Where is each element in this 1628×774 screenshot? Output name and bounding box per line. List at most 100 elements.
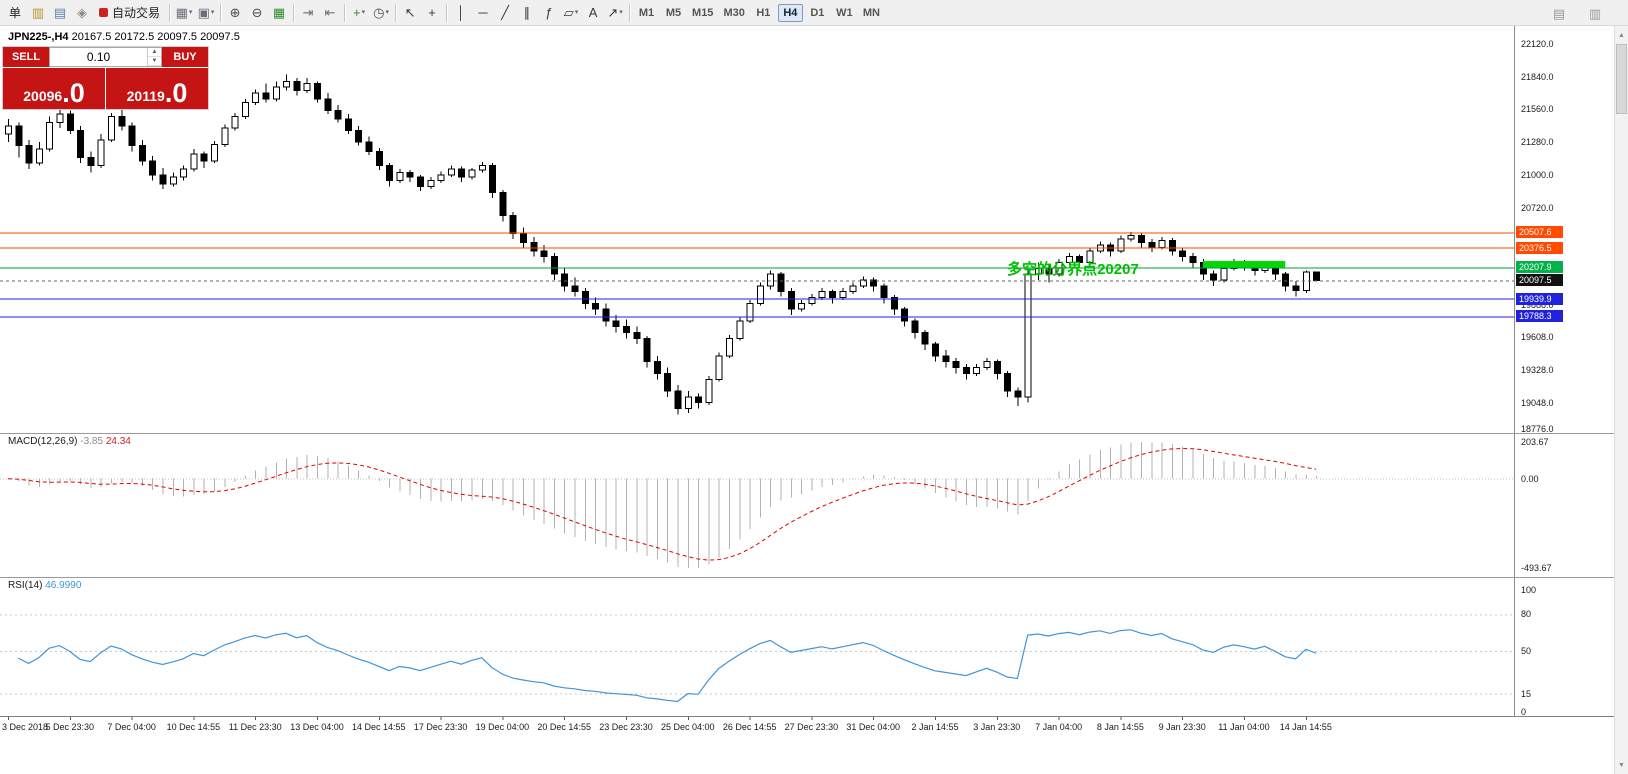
- rsi-panel-separator[interactable]: [0, 577, 1614, 578]
- candle-body: [767, 273, 775, 287]
- candle-body: [592, 302, 600, 310]
- tile-windows-icon[interactable]: ▦: [272, 5, 286, 20]
- time-label: 25 Dec 04:00: [661, 722, 715, 732]
- candle-body: [715, 355, 723, 380]
- candle-body: [643, 337, 651, 363]
- candle-body: [880, 285, 888, 298]
- candle-body: [1158, 239, 1166, 248]
- candle-body: [901, 308, 909, 322]
- toolbar-right-icons: ▤ ▥: [1548, 3, 1606, 23]
- macd-label: MACD(12,26,9) -3.85 24.34: [8, 436, 131, 447]
- candle-body: [674, 390, 682, 409]
- chart-window-icon[interactable]: ▤: [53, 5, 67, 20]
- periods-icon[interactable]: ◷ ▾: [373, 5, 389, 20]
- timeframe-m15[interactable]: M15: [692, 6, 714, 19]
- candle-body: [602, 308, 610, 322]
- price-tick: 22120.0: [1521, 39, 1554, 50]
- crosshair-icon[interactable]: +: [428, 5, 436, 20]
- macd-panel-separator[interactable]: [0, 433, 1614, 434]
- arrows-icon[interactable]: ↗ ▾: [607, 5, 623, 20]
- candle-body: [25, 145, 33, 164]
- profiles-icon[interactable]: ▣ ▾: [197, 5, 215, 20]
- spinner-up-icon[interactable]: ▲: [148, 48, 161, 57]
- vertical-line-icon[interactable]: │: [456, 5, 466, 20]
- candle-body: [839, 291, 847, 298]
- toolbar-items: 单 ▥ ▤ ◈ 自动交易 ▦ ▾ ▣ ▾ ⊕ ⊖ ▦ ⇥ ⇤ + ▾ ◷ ▾ ↖ + │ ─ ╱ ∥ ƒ ▱ ▾ A ↗ ▾: [3, 3, 633, 23]
- price-tick: 19328.0: [1521, 365, 1554, 376]
- trendline-icon[interactable]: ╱: [501, 5, 509, 20]
- zoom-out-icon[interactable]: ⊖: [251, 5, 263, 20]
- timeframe-h4[interactable]: H4: [777, 3, 803, 22]
- timeframe-m5[interactable]: M5: [665, 6, 682, 19]
- candle-body: [1220, 267, 1228, 281]
- scroll-down-icon[interactable]: ▼: [1618, 761, 1625, 769]
- current-price-tag: 20097.5: [1516, 274, 1563, 287]
- buy-price[interactable]: 20119.0: [106, 68, 208, 109]
- candle-body: [633, 332, 641, 339]
- price-tick: 19048.0: [1521, 397, 1554, 408]
- candle-body: [180, 168, 188, 178]
- timeframe-m30[interactable]: M30: [723, 6, 745, 19]
- volume-stepper[interactable]: ▲ ▼: [49, 47, 162, 67]
- sell-button[interactable]: SELL: [3, 47, 49, 67]
- channel-icon[interactable]: ∥: [523, 5, 531, 20]
- timeframe-w1[interactable]: W1: [836, 6, 853, 19]
- timeframe-mn[interactable]: MN: [862, 6, 880, 19]
- new-chart-icon[interactable]: ▦ ▾: [175, 5, 193, 20]
- auto-scroll-icon[interactable]: ⇥: [302, 5, 314, 20]
- timeframe-h1[interactable]: H1: [756, 6, 771, 19]
- vertical-scrollbar[interactable]: ▲ ▼: [1614, 26, 1628, 774]
- indicators-icon[interactable]: + ▾: [352, 5, 366, 20]
- rsi-tick: 100: [1521, 585, 1537, 595]
- sound-icon[interactable]: ◈: [77, 5, 88, 20]
- sell-price-main: 20096: [23, 88, 63, 104]
- chart-shift-icon[interactable]: ⇤: [324, 5, 336, 20]
- fibonacci-icon[interactable]: ƒ: [545, 5, 553, 20]
- candle-body: [324, 98, 332, 112]
- window-list-icon[interactable]: ▥: [1588, 5, 1602, 21]
- volume-spinner[interactable]: ▲ ▼: [147, 48, 161, 66]
- caret-down-icon: ▾: [210, 9, 215, 16]
- volume-input[interactable]: [50, 48, 147, 66]
- autotrade-button[interactable]: 自动交易: [93, 3, 166, 23]
- spinner-down-icon[interactable]: ▼: [148, 57, 161, 66]
- rectangle-object[interactable]: [1202, 261, 1286, 268]
- price-tag: 20207.9: [1516, 261, 1563, 274]
- price-tag: 19788.3: [1516, 310, 1563, 323]
- scroll-up-icon[interactable]: ▲: [1618, 31, 1625, 39]
- shapes-icon[interactable]: ▱ ▾: [563, 5, 579, 20]
- candle-body: [417, 176, 424, 188]
- candle-body: [777, 273, 785, 293]
- candle-body: [1189, 256, 1197, 263]
- text-icon[interactable]: A: [588, 5, 598, 20]
- order-button[interactable]: 单: [9, 6, 22, 20]
- zoom-in-icon[interactable]: ⊕: [229, 5, 241, 20]
- sell-price[interactable]: 20096.0: [3, 68, 105, 109]
- horizontal-line-icon[interactable]: ─: [478, 5, 488, 20]
- time-label: 10 Dec 14:55: [166, 722, 221, 732]
- candle-body: [46, 121, 54, 150]
- timeframe-d1[interactable]: D1: [810, 6, 825, 19]
- buy-button[interactable]: BUY: [162, 47, 208, 67]
- candle-body: [705, 378, 713, 404]
- sell-price-frac: .0: [62, 78, 85, 108]
- scrollbar-thumb[interactable]: [1616, 44, 1627, 114]
- time-label: 14 Jan 14:55: [1279, 722, 1332, 732]
- rsi-tick: 0: [1521, 707, 1527, 717]
- cursor-icon[interactable]: ↖: [404, 5, 416, 20]
- toolbar: 单 ▥ ▤ ◈ 自动交易 ▦ ▾ ▣ ▾ ⊕ ⊖ ▦ ⇥ ⇤ + ▾ ◷ ▾ ↖ + │ ─ ╱ ∥ ƒ ▱ ▾ A ↗ ▾ M1 M5 M1…: [0, 0, 1628, 26]
- candle-body: [1086, 250, 1094, 263]
- annotation-text[interactable]: 多空的分界点20207: [1007, 260, 1139, 278]
- chart-title: JPN225-,H4 20167.5 20172.5 20097.5 20097…: [8, 31, 240, 43]
- accounts-icon[interactable]: ▥: [31, 5, 45, 20]
- candle-body: [859, 279, 867, 287]
- price-axis[interactable]: [1514, 26, 1614, 717]
- candle-body: [1168, 239, 1176, 252]
- macd-tick: 203.67: [1521, 436, 1549, 447]
- candle-body: [509, 215, 517, 234]
- price-tick: 20720.0: [1521, 202, 1554, 213]
- timeframe-m1[interactable]: M1: [638, 6, 655, 19]
- open-charts-icon[interactable]: ▤: [1552, 5, 1566, 21]
- candle-body: [1292, 285, 1300, 291]
